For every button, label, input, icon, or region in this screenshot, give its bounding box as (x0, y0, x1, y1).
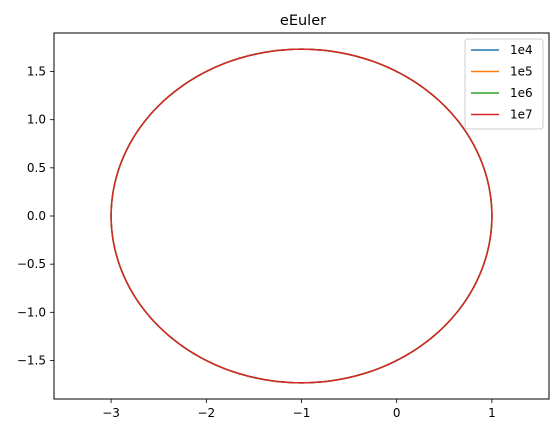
y-tick-label: −1.5 (17, 353, 46, 367)
x-tick-label: −2 (197, 406, 215, 420)
series-line-1e7 (110, 48, 493, 384)
legend-label-1e7: 1e7 (510, 108, 533, 122)
x-tick-label: 1 (488, 406, 496, 420)
series-layer (110, 48, 493, 384)
chart-title: eEuler (280, 13, 326, 29)
y-tick-label: 0.0 (27, 209, 46, 223)
y-tick-label: −0.5 (17, 257, 46, 271)
y-tick-label: 1.5 (27, 65, 46, 79)
x-axis: −3 −2 −1 0 1 (102, 399, 496, 420)
y-axis: −1.5 −1.0 −0.5 0.0 0.5 1.0 1.5 (17, 65, 54, 367)
y-tick-label: 1.0 (27, 113, 46, 127)
legend: 1e4 1e5 1e6 1e7 (464, 38, 544, 130)
x-tick-label: −3 (102, 406, 120, 420)
x-tick-label: 0 (393, 406, 401, 420)
legend-box (464, 38, 544, 130)
legend-label-1e5: 1e5 (510, 65, 533, 79)
x-tick-label: −1 (293, 406, 311, 420)
y-tick-label: 0.5 (27, 161, 46, 175)
legend-label-1e6: 1e6 (510, 86, 533, 100)
y-tick-label: −1.0 (17, 305, 46, 319)
legend-label-1e4: 1e4 (510, 43, 533, 57)
